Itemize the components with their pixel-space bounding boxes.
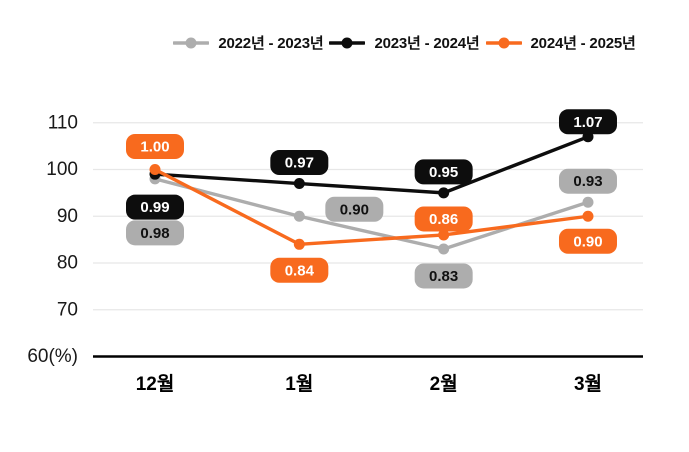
y-tick-label: 100	[46, 159, 78, 180]
data-label-text: 0.93	[573, 173, 602, 190]
data-point	[438, 229, 450, 241]
chart-legend: 2022년 - 2023년 2023년 - 2024년 2024년 - 2025년	[120, 32, 689, 53]
data-label-pill	[558, 168, 617, 194]
legend-label: 2022년 - 2023년	[218, 35, 324, 52]
data-label-text: 0.99	[140, 199, 169, 216]
y-tick-label: 70	[57, 299, 78, 320]
data-point	[293, 210, 305, 222]
data-label-text: 0.98	[140, 225, 169, 242]
legend-item-0: 2022년 - 2023년	[173, 32, 324, 53]
data-point	[582, 210, 594, 222]
data-label-text: 0.84	[285, 262, 315, 279]
data-label-pill	[414, 206, 473, 232]
legend-marker-icon	[173, 37, 210, 48]
data-label-pill	[325, 196, 384, 222]
data-label-text: 1.00	[140, 139, 169, 156]
data-label-text: 1.07	[573, 114, 602, 131]
x-tick-label: 1월	[285, 373, 313, 395]
data-label-pill	[558, 109, 617, 135]
data-label-pill	[270, 257, 329, 283]
data-point	[293, 178, 305, 190]
legend-label: 2024년 - 2025년	[530, 35, 636, 52]
legend-marker-dot	[498, 37, 510, 48]
series-line-2	[153, 167, 590, 247]
data-point	[582, 196, 594, 208]
data-label-text: 0.86	[429, 211, 458, 228]
data-label-pill	[558, 228, 617, 254]
legend-label: 2023년 - 2024년	[374, 35, 480, 52]
y-tick-label: 80	[57, 253, 78, 274]
x-tick-label: 2월	[430, 373, 458, 395]
data-point	[438, 243, 450, 255]
data-label-pill	[414, 263, 473, 289]
legend-marker-dot	[341, 37, 353, 48]
data-label-pill	[414, 159, 473, 185]
y-tick-label: 60(%)	[27, 346, 78, 367]
data-label-text: 0.95	[429, 164, 458, 181]
legend-item-2: 2024년 - 2025년	[485, 32, 636, 53]
y-tick-label: 110	[48, 112, 78, 133]
data-label-text: 0.83	[429, 268, 458, 285]
data-point	[438, 187, 450, 199]
data-label-text: 0.90	[340, 201, 369, 218]
data-point	[149, 164, 161, 175]
y-tick-label: 90	[57, 206, 78, 227]
legend-marker-icon	[485, 37, 522, 48]
series-line-1	[153, 135, 590, 195]
data-label-pill	[126, 194, 184, 220]
legend-marker-icon	[329, 37, 366, 48]
data-label-pill	[126, 220, 184, 246]
data-label-pill	[126, 134, 184, 159]
legend-item-1: 2023년 - 2024년	[329, 32, 480, 53]
data-label-text: 0.97	[285, 155, 314, 172]
data-label-pill	[270, 150, 329, 176]
legend-marker-dot	[185, 37, 197, 48]
data-point	[293, 238, 305, 250]
data-label-text: 0.90	[573, 233, 602, 250]
x-tick-label: 12월	[136, 373, 175, 395]
x-tick-label: 3월	[574, 373, 602, 395]
